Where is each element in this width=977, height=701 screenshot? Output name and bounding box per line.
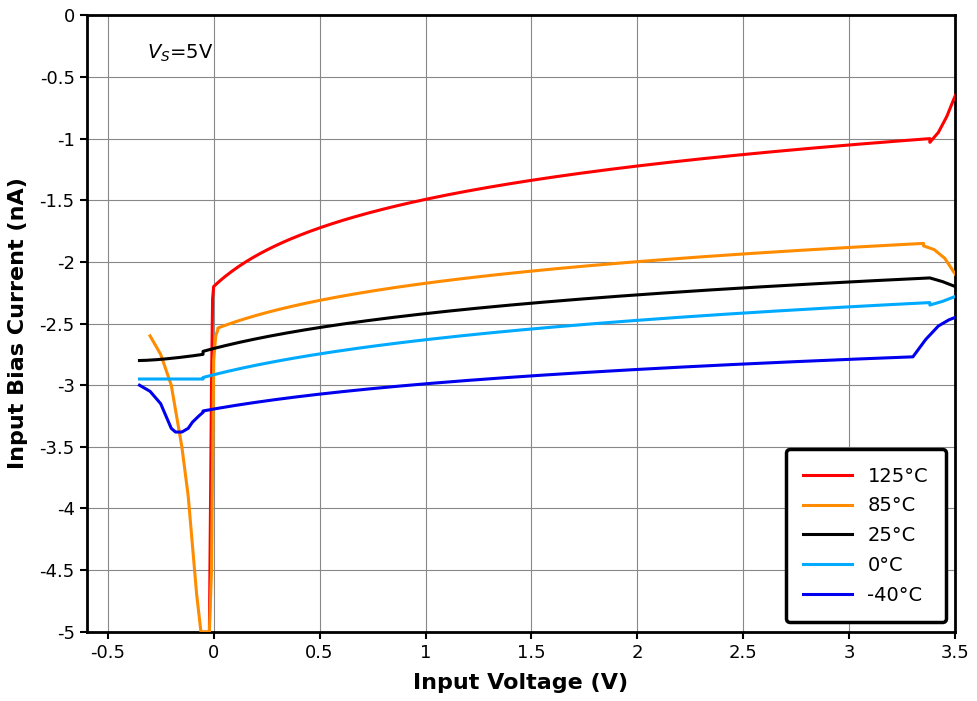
85°C xyxy=(916,239,928,247)
-40°C xyxy=(258,397,270,405)
Line: -40°C: -40°C xyxy=(140,318,955,432)
Y-axis label: Input Bias Current (nA): Input Bias Current (nA) xyxy=(9,177,28,470)
85°C xyxy=(194,627,206,636)
125°C xyxy=(211,279,223,287)
85°C xyxy=(949,270,960,278)
0°C xyxy=(459,331,471,339)
Line: 25°C: 25°C xyxy=(140,278,955,360)
X-axis label: Input Voltage (V): Input Voltage (V) xyxy=(413,673,628,693)
125°C xyxy=(722,152,734,161)
-40°C xyxy=(468,376,480,384)
-40°C xyxy=(949,313,960,322)
25°C xyxy=(134,356,146,365)
125°C xyxy=(203,627,215,636)
0°C xyxy=(919,299,931,307)
0°C xyxy=(134,375,146,383)
-40°C xyxy=(429,379,441,387)
25°C xyxy=(919,274,931,283)
125°C xyxy=(949,91,960,100)
-40°C xyxy=(208,404,220,413)
85°C xyxy=(144,332,155,340)
Line: 125°C: 125°C xyxy=(209,95,955,632)
25°C xyxy=(459,305,471,313)
25°C xyxy=(492,302,504,311)
125°C xyxy=(703,154,715,162)
-40°C xyxy=(134,381,146,389)
-40°C xyxy=(382,383,394,391)
0°C xyxy=(492,328,504,336)
0°C xyxy=(949,292,960,301)
125°C xyxy=(348,213,360,222)
0°C xyxy=(438,334,449,342)
Text: $V_S$=5V: $V_S$=5V xyxy=(148,43,214,64)
-40°C xyxy=(169,428,181,436)
85°C xyxy=(336,292,348,300)
85°C xyxy=(860,243,871,251)
25°C xyxy=(536,298,548,306)
85°C xyxy=(711,252,723,260)
25°C xyxy=(923,273,935,282)
25°C xyxy=(949,283,960,291)
Legend: 125°C, 85°C, 25°C, 0°C, -40°C: 125°C, 85°C, 25°C, 0°C, -40°C xyxy=(785,449,945,622)
Line: 0°C: 0°C xyxy=(140,297,955,379)
25°C xyxy=(303,325,315,334)
125°C xyxy=(797,144,809,153)
25°C xyxy=(438,307,449,315)
85°C xyxy=(485,271,496,280)
85°C xyxy=(439,277,450,285)
85°C xyxy=(265,307,276,315)
Line: 85°C: 85°C xyxy=(149,243,955,632)
0°C xyxy=(303,351,315,360)
-40°C xyxy=(743,360,754,368)
0°C xyxy=(536,324,548,332)
125°C xyxy=(455,188,467,196)
